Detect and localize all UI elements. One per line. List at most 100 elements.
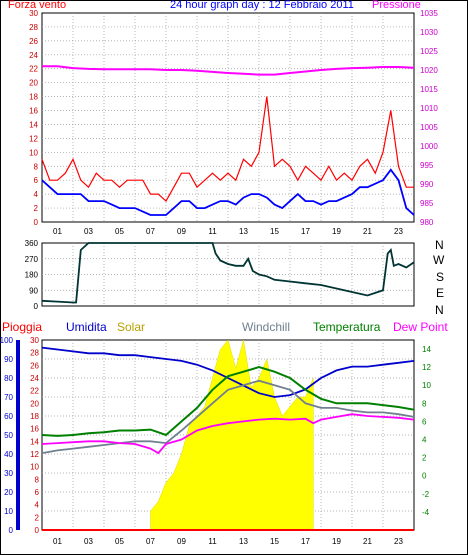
x-axis-tick: 15 — [270, 227, 279, 236]
rain-axis-tick: 0 — [35, 526, 40, 535]
direction-axis-tick: 270 — [25, 255, 39, 264]
rain-axis-tick: 28 — [30, 349, 39, 358]
wind-axis-tick: 26 — [29, 37, 38, 46]
humidity-series — [41, 346, 415, 398]
pressure-axis-tick: 1005 — [420, 123, 438, 132]
x-axis-tick: 01 — [53, 227, 62, 236]
temperature-axis-tick: 0 — [422, 472, 427, 481]
humidity-axis-tick: 70 — [4, 393, 13, 402]
direction-label-s: S — [436, 270, 445, 284]
wind-axis-tick: 10 — [29, 148, 38, 157]
temperature-axis-tick: 4 — [422, 436, 427, 445]
x-axis-tick: 23 — [394, 227, 403, 236]
x-axis-tick: 03 — [84, 537, 93, 546]
chart-title: 24 hour graph day : 12 Febbraio 2011 — [170, 0, 354, 11]
rain-axis-tick: 16 — [30, 425, 39, 434]
pressure-axis-tick: 990 — [420, 180, 434, 189]
humidity-axis-tick: 80 — [4, 374, 13, 383]
wind-axis-tick: 6 — [34, 176, 39, 185]
x-axis-tick: 09 — [177, 227, 186, 236]
pressure-axis-tick: 995 — [420, 161, 434, 170]
temperature-axis-tick: -4 — [422, 508, 430, 517]
rain-axis-tick: 24 — [30, 374, 39, 383]
temperature-axis-tick: 10 — [422, 381, 431, 390]
rain-axis-tick: 6 — [35, 488, 40, 497]
humidity-axis-title: Umidita — [66, 320, 107, 334]
x-axis-tick: 19 — [332, 227, 341, 236]
wind-axis-tick: 30 — [29, 9, 38, 18]
humidity-axis-tick: 30 — [4, 469, 13, 478]
temperature-legend: Temperatura — [313, 320, 381, 334]
pressure-series — [42, 65, 415, 76]
rain-axis-tick: 12 — [30, 450, 39, 459]
wind-axis-tick: 28 — [29, 23, 38, 32]
humidity-axis-tick: 10 — [4, 507, 13, 516]
pressure-axis-tick: 1035 — [420, 9, 438, 18]
wind-axis-tick: 0 — [34, 218, 39, 227]
rain-axis-tick: 30 — [30, 336, 39, 345]
pressure-axis-tick: 1010 — [420, 104, 438, 113]
temperature-axis-tick: 2 — [422, 454, 427, 463]
x-axis-tick: 21 — [363, 227, 372, 236]
wind-axis-tick: 8 — [34, 162, 39, 171]
wind-avg-series — [41, 168, 415, 216]
x-axis-tick: 13 — [239, 227, 248, 236]
pressure-axis-tick: 980 — [420, 218, 434, 227]
wind-max-series — [41, 96, 414, 203]
solar-axis-title: Solar — [117, 320, 146, 334]
rain-axis-tick: 4 — [35, 501, 40, 510]
wind-axis-tick: 16 — [29, 107, 38, 116]
x-axis-tick: 03 — [84, 227, 93, 236]
humidity-axis-bar — [16, 340, 20, 530]
rain-axis-tick: 2 — [35, 513, 40, 522]
x-axis-tick: 17 — [301, 227, 310, 236]
dewpoint-legend: Dew Point — [393, 320, 448, 334]
pressure-axis-tick: 1020 — [420, 66, 438, 75]
rain-axis-tick: 26 — [30, 361, 39, 370]
temperature-axis-tick: 12 — [422, 363, 431, 372]
x-axis-tick: 05 — [115, 227, 124, 236]
rain-axis-tick: 20 — [30, 399, 39, 408]
x-axis-tick: 01 — [53, 537, 62, 546]
temperature-axis-tick: 14 — [422, 345, 431, 354]
direction-label-n-bottom: N — [435, 303, 444, 317]
x-axis-tick: 13 — [239, 537, 248, 546]
pressure-axis-tick: 1030 — [420, 28, 438, 37]
dewpoint-series — [41, 413, 415, 455]
windchill-legend: Windchill — [242, 320, 291, 334]
wind-axis-tick: 22 — [29, 65, 38, 74]
direction-axis-tick: 360 — [25, 239, 39, 248]
humidity-axis-tick: 0 — [9, 526, 14, 535]
x-axis-tick: 11 — [208, 227, 217, 236]
wind-axis-tick: 18 — [29, 93, 38, 102]
rain-axis-tick: 22 — [30, 387, 39, 396]
pressure-axis-tick: 985 — [420, 199, 434, 208]
wind-direction-series — [41, 242, 415, 304]
humidity-axis-tick: 100 — [0, 336, 14, 345]
temperature-axis-tick: -2 — [422, 490, 430, 499]
wind-axis-tick: 4 — [34, 190, 39, 199]
rain-axis-tick: 10 — [30, 463, 39, 472]
direction-label-n-top: N — [435, 238, 444, 252]
humidity-axis-tick: 90 — [4, 355, 13, 364]
x-axis-tick: 07 — [146, 227, 155, 236]
wind-axis-tick: 14 — [29, 120, 38, 129]
humidity-axis-tick: 20 — [4, 488, 13, 497]
x-axis-tick: 09 — [177, 537, 186, 546]
rain-axis-tick: 8 — [35, 475, 40, 484]
x-axis-tick: 17 — [301, 537, 310, 546]
x-axis-tick: 11 — [208, 537, 217, 546]
x-axis-tick: 21 — [363, 537, 372, 546]
pressure-axis-tick: 1015 — [420, 85, 438, 94]
pressure-axis-tick: 1025 — [420, 47, 438, 56]
direction-axis-tick: 180 — [25, 271, 39, 280]
direction-label-w: W — [433, 253, 445, 267]
direction-label-e: E — [436, 286, 445, 300]
pressure-axis-tick: 1000 — [420, 142, 438, 151]
humidity-axis-tick: 50 — [4, 431, 13, 440]
wind-axis-tick: 2 — [34, 204, 39, 213]
wind-axis-tick: 24 — [29, 51, 38, 60]
direction-axis-tick: 0 — [34, 302, 39, 311]
x-axis-tick: 19 — [332, 537, 341, 546]
